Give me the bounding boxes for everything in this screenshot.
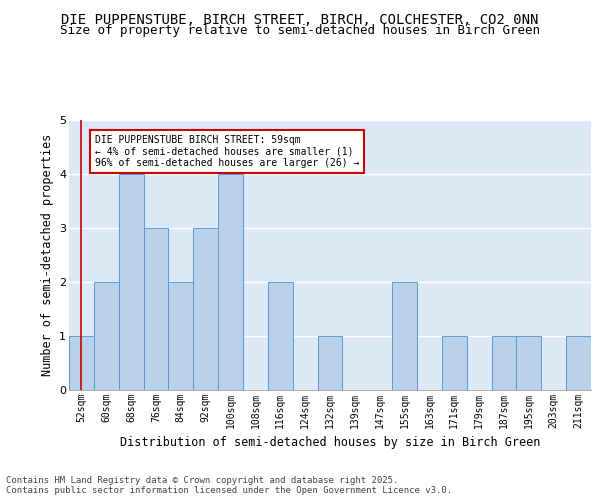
Bar (169, 282, 193, 390)
Text: Contains HM Land Registry data © Crown copyright and database right 2025.
Contai: Contains HM Land Registry data © Crown c… (6, 476, 452, 495)
Bar (491, 336, 517, 390)
Bar (143, 228, 169, 390)
Text: DIE PUPPENSTUBE BIRCH STREET: 59sqm
← 4% of semi-detached houses are smaller (1): DIE PUPPENSTUBE BIRCH STREET: 59sqm ← 4%… (95, 135, 359, 168)
Text: DIE PUPPENSTUBE, BIRCH STREET, BIRCH, COLCHESTER, CO2 0NN: DIE PUPPENSTUBE, BIRCH STREET, BIRCH, CO… (61, 12, 539, 26)
Bar (566, 336, 591, 390)
X-axis label: Distribution of semi-detached houses by size in Birch Green: Distribution of semi-detached houses by … (120, 436, 540, 450)
Bar (317, 336, 343, 390)
Bar (193, 228, 218, 390)
Bar (517, 336, 541, 390)
Bar (268, 282, 293, 390)
Bar (119, 174, 143, 390)
Bar (94, 282, 119, 390)
Y-axis label: Number of semi-detached properties: Number of semi-detached properties (41, 134, 53, 376)
Bar (442, 336, 467, 390)
Bar (392, 282, 417, 390)
Bar (218, 174, 243, 390)
Text: Size of property relative to semi-detached houses in Birch Green: Size of property relative to semi-detach… (60, 24, 540, 37)
Bar (69, 336, 94, 390)
